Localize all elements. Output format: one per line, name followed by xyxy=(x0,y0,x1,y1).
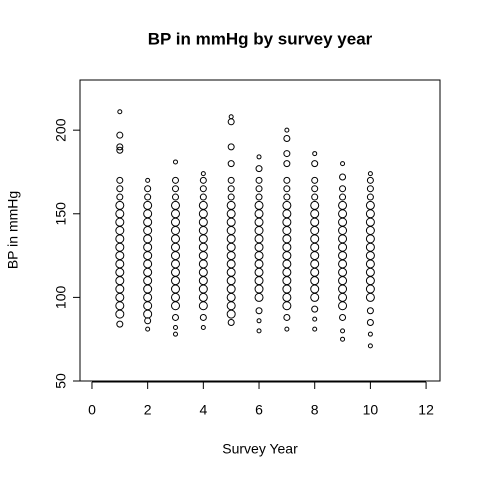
point xyxy=(200,171,206,177)
point xyxy=(116,146,124,154)
point xyxy=(255,176,263,184)
point xyxy=(283,313,291,321)
x-tick-label: 2 xyxy=(144,402,152,418)
point xyxy=(199,313,207,321)
point xyxy=(227,143,235,151)
point xyxy=(143,200,153,210)
point xyxy=(116,320,124,328)
point xyxy=(116,131,124,139)
point xyxy=(199,185,207,193)
point xyxy=(338,200,348,210)
x-tick-label: 4 xyxy=(199,402,207,418)
point xyxy=(171,176,179,184)
point xyxy=(311,305,319,313)
y-tick-label: 100 xyxy=(53,285,69,309)
point xyxy=(284,326,290,332)
point xyxy=(339,185,347,193)
point xyxy=(340,161,346,167)
point xyxy=(256,318,262,324)
point xyxy=(144,193,152,201)
point xyxy=(255,193,263,201)
x-tick-label: 10 xyxy=(363,402,379,418)
point xyxy=(256,154,262,160)
point xyxy=(172,331,178,337)
point xyxy=(283,193,291,201)
point xyxy=(116,185,124,193)
point xyxy=(311,176,319,184)
point xyxy=(283,185,291,193)
point xyxy=(340,328,346,334)
point xyxy=(366,307,374,315)
point xyxy=(200,324,206,330)
point xyxy=(171,193,179,201)
y-tick-label: 150 xyxy=(53,202,69,226)
point xyxy=(170,200,180,210)
point xyxy=(366,318,374,326)
point xyxy=(227,318,235,326)
point xyxy=(366,176,374,184)
x-tick-label: 12 xyxy=(418,402,434,418)
chart-title: BP in mmHg by survey year xyxy=(148,29,373,48)
point xyxy=(199,193,207,201)
point xyxy=(227,160,235,168)
point xyxy=(117,109,123,115)
point xyxy=(311,185,319,193)
point xyxy=(198,200,208,210)
point xyxy=(367,331,373,337)
point xyxy=(171,313,179,321)
point xyxy=(115,200,125,210)
point xyxy=(284,127,290,133)
point xyxy=(312,151,318,157)
y-tick-label: 200 xyxy=(53,118,69,142)
point xyxy=(172,159,178,165)
point xyxy=(283,176,291,184)
point xyxy=(228,114,234,120)
point xyxy=(256,328,262,334)
point xyxy=(311,193,319,201)
point xyxy=(144,185,152,193)
point xyxy=(226,200,236,210)
point xyxy=(339,173,347,181)
point xyxy=(171,185,179,193)
point xyxy=(339,193,347,201)
point xyxy=(283,135,291,143)
point xyxy=(199,176,207,184)
point xyxy=(254,200,264,210)
x-axis-label: Survey Year xyxy=(222,441,298,457)
point xyxy=(116,176,124,184)
point xyxy=(116,143,124,151)
point xyxy=(312,316,318,322)
point xyxy=(365,200,375,210)
point xyxy=(311,160,319,168)
point xyxy=(367,343,373,349)
point xyxy=(227,185,235,193)
point xyxy=(283,150,291,158)
point xyxy=(116,193,124,201)
x-tick-label: 0 xyxy=(88,402,96,418)
point xyxy=(282,200,292,210)
y-axis-label: BP in mmHg xyxy=(5,191,21,269)
point xyxy=(227,176,235,184)
point xyxy=(366,185,374,193)
point xyxy=(340,336,346,342)
point xyxy=(339,313,347,321)
point xyxy=(310,200,320,210)
point xyxy=(312,326,318,332)
point xyxy=(367,171,373,177)
y-tick-label: 50 xyxy=(53,373,69,389)
point xyxy=(366,193,374,201)
point xyxy=(255,185,263,193)
x-tick-label: 6 xyxy=(255,402,263,418)
point xyxy=(145,326,151,332)
point xyxy=(255,307,263,315)
point xyxy=(255,165,263,173)
point xyxy=(172,324,178,330)
x-tick-label: 8 xyxy=(311,402,319,418)
point xyxy=(227,193,235,201)
point xyxy=(145,177,151,183)
point xyxy=(283,160,291,168)
